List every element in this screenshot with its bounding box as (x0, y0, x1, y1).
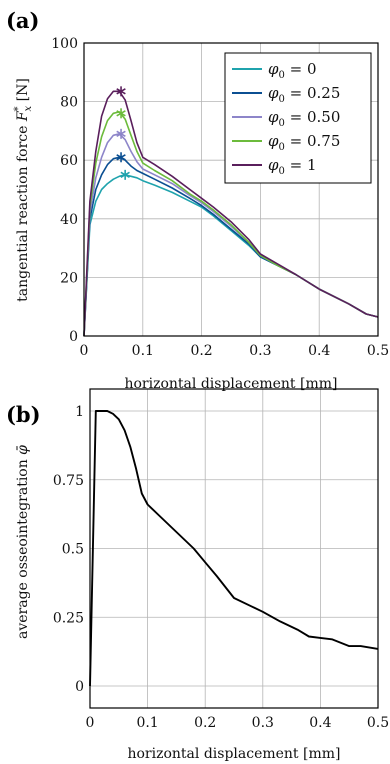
y-label-sup: * (13, 106, 24, 111)
x-tick-label: 0.1 (132, 343, 154, 359)
panel-a-label: (a) (6, 8, 39, 33)
peak-marker-0 (120, 169, 130, 180)
y-tick-label: 40 (60, 212, 78, 228)
peak-marker-3 (116, 108, 126, 119)
legend-label: φ0 = 0.25 (268, 84, 340, 105)
x-tick-label: 0.3 (252, 715, 274, 731)
legend-label: φ0 = 0.75 (268, 132, 340, 153)
peak-marker-4 (116, 86, 126, 97)
x-tick-label: 0.1 (136, 715, 158, 731)
y-tick-label: 0.25 (53, 610, 84, 626)
panel-b-frame (89, 388, 379, 709)
x-tick-label: 0.4 (309, 715, 331, 731)
y-tick-label: 1 (75, 404, 84, 420)
panel-b-tick-labels: 0 0.1 0.2 0.3 0.4 0.5 0 0.25 0.5 0.75 1 (53, 404, 389, 731)
x-tick-label: 0.2 (190, 343, 212, 359)
series-line-0 (89, 410, 379, 687)
y-tick-label: 0.5 (62, 542, 84, 558)
legend-entry-1: φ0 = 0.25 (232, 84, 340, 105)
peak-marker-1 (116, 152, 126, 163)
y-label-symbol: F (15, 110, 31, 122)
series-line-0 (83, 174, 379, 337)
legend-entry-4: φ0 = 1 (232, 156, 317, 177)
panel-a-series (83, 90, 379, 337)
series-line-4 (83, 90, 379, 337)
y-label-symbol: φ̄ (15, 445, 31, 455)
x-tick-label: 0.3 (249, 343, 271, 359)
panel-a-legend: φ0 = 0 φ0 = 0.25 φ0 = 0.50 φ0 = 0.75 φ0 = 1 (224, 52, 372, 184)
panel-b: (b) 0 0.1 0.2 0.3 0.4 0.5 0 0.25 0.5 0.75 1 horizo… (6, 388, 389, 762)
legend-label: φ0 = 1 (268, 156, 317, 177)
y-label-unit: [N] (15, 78, 31, 106)
legend-label: φ0 = 0.50 (268, 108, 340, 129)
panel-b-y-axis-label: average osseointegration φ̄ (15, 445, 31, 639)
y-label-sub: x (23, 105, 34, 111)
y-tick-label: 0 (69, 329, 78, 345)
y-tick-label: 0.75 (53, 473, 84, 489)
y-tick-label: 60 (60, 153, 78, 169)
panel-b-x-axis-label: horizontal displacement [mm] (127, 746, 340, 762)
x-tick-label: 0.2 (194, 715, 216, 731)
panel-a-y-axis-label: tangential reaction force F*x [N] (13, 78, 34, 302)
panel-b-label: (b) (6, 402, 41, 427)
x-tick-label: 0 (86, 715, 95, 731)
panel-a-peak-markers (116, 86, 130, 180)
panel-a-x-axis-label: horizontal displacement [mm] (124, 376, 337, 392)
x-tick-label: 0.5 (367, 343, 389, 359)
legend-entry-3: φ0 = 0.75 (232, 132, 340, 153)
y-label-text: tangential reaction force (15, 121, 31, 302)
y-tick-label: 80 (60, 95, 78, 111)
panel-a-tick-labels: 0 0.1 0.2 0.3 0.4 0.5 0 20 40 60 80 100 (51, 36, 389, 359)
x-tick-label: 0.4 (308, 343, 330, 359)
legend-label: φ0 = 0 (268, 60, 317, 81)
series-line-1 (83, 156, 379, 337)
panel-b-grid (89, 389, 379, 708)
x-tick-label: 0 (80, 343, 89, 359)
legend-entry-0: φ0 = 0 (232, 60, 317, 81)
peak-marker-2 (116, 128, 126, 139)
panel-a-frame (83, 42, 379, 337)
x-tick-label: 0.5 (367, 715, 389, 731)
panel-b-series (89, 410, 379, 687)
panel-a: (a) 0 0.1 0.2 0.3 0.4 0.5 0 20 40 60 80 100 horizon… (6, 8, 389, 392)
legend-entry-2: φ0 = 0.50 (232, 108, 340, 129)
y-label-text: average osseointegration (15, 455, 31, 639)
y-tick-label: 20 (60, 270, 78, 286)
y-tick-label: 0 (75, 679, 84, 695)
y-tick-label: 100 (51, 36, 78, 52)
